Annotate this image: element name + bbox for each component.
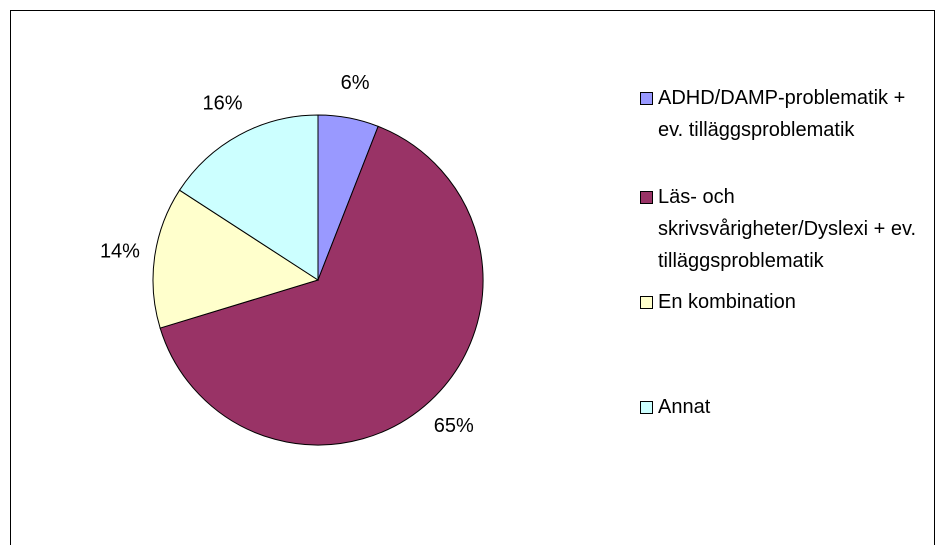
legend-label: En kombination xyxy=(658,291,796,313)
legend-swatch xyxy=(640,296,653,309)
pie-slice xyxy=(178,114,319,281)
legend-entry: En kombination xyxy=(640,286,925,318)
legend-swatch xyxy=(640,401,653,414)
legend-swatch xyxy=(640,92,653,105)
chart-border xyxy=(10,10,935,545)
legend-entry: ADHD/DAMP-problematik + ev. tilläggsprob… xyxy=(640,82,925,146)
legend-label: Annat xyxy=(658,396,711,418)
data-label: 16% xyxy=(203,93,243,115)
legend-swatch xyxy=(640,191,653,204)
legend-entry: Annat xyxy=(640,391,925,423)
legend-label: Läs- och skrivsvårigheter/Dyslexi + ev. … xyxy=(658,186,917,272)
legend-entry: Läs- och skrivsvårigheter/Dyslexi + ev. … xyxy=(640,181,925,277)
pie-slice xyxy=(152,189,320,329)
data-label: 65% xyxy=(434,415,474,437)
pie-slice xyxy=(159,125,484,446)
data-label: 14% xyxy=(100,240,140,262)
data-label: 6% xyxy=(341,72,370,94)
legend-label: ADHD/DAMP-problematik + ev. tilläggsprob… xyxy=(658,87,906,141)
